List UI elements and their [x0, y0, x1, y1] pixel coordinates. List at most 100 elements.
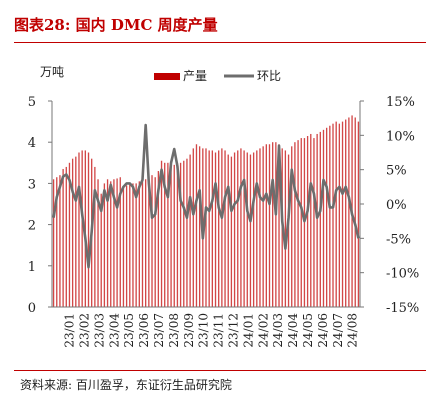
right-tick-label: 0% — [386, 198, 407, 213]
x-tick-label: 24/07 — [331, 313, 345, 348]
production-bar — [249, 154, 252, 307]
production-bar — [354, 117, 356, 307]
production-bar — [240, 148, 242, 307]
x-tick-label: 23/10 — [197, 313, 211, 348]
production-bar — [357, 121, 360, 307]
x-tick-label: 24/08 — [346, 313, 360, 348]
production-bar — [303, 138, 306, 307]
legend-line-label: 环比 — [257, 69, 281, 83]
x-tick-label: 24/06 — [316, 313, 330, 348]
left-tick-label: 5 — [28, 95, 36, 110]
left-axis-ticks: 0 1 2 3 4 5 — [28, 95, 52, 316]
right-tick-label: 5% — [386, 164, 407, 179]
production-bar — [335, 121, 337, 307]
production-bar — [294, 142, 296, 307]
production-bar — [208, 150, 210, 307]
production-bar — [145, 179, 147, 307]
production-bar — [59, 175, 61, 307]
production-bar — [218, 150, 220, 307]
x-tick-label: 24/02 — [256, 313, 270, 348]
legend-bar-swatch — [154, 73, 180, 80]
right-tick-label: 15% — [386, 95, 415, 110]
x-tick-label: 24/03 — [271, 313, 285, 348]
production-bar — [164, 162, 166, 307]
production-bar — [214, 152, 217, 307]
production-bar — [306, 136, 309, 307]
production-bar — [160, 160, 163, 307]
right-axis-ticks: -15% -10% -5% 0% 5% 10% 15% — [360, 95, 419, 316]
production-bar — [230, 156, 233, 307]
legend: 产量 环比 — [154, 69, 281, 83]
production-bar — [141, 181, 144, 307]
source-note: 资料来源: 百川盈孚，东证衍生品研究院 — [20, 378, 232, 392]
production-bar — [189, 154, 191, 307]
production-bar — [65, 166, 67, 307]
left-tick-label: 0 — [28, 301, 36, 316]
left-tick-label: 3 — [28, 177, 36, 192]
production-bar — [329, 125, 331, 307]
production-bar — [198, 146, 201, 307]
production-bar — [332, 123, 334, 307]
bar-series — [52, 115, 360, 307]
production-bar — [110, 181, 112, 307]
production-bar — [103, 183, 106, 307]
production-bar — [87, 152, 90, 307]
production-bar — [262, 146, 264, 307]
production-bar — [179, 162, 182, 307]
production-bar — [122, 187, 125, 307]
production-bar — [287, 154, 290, 307]
x-tick-label: 23/01 — [63, 313, 77, 348]
x-tick-label: 23/07 — [152, 313, 166, 348]
production-bar — [237, 150, 239, 307]
production-bar — [192, 148, 194, 307]
left-tick-label: 2 — [28, 219, 36, 234]
production-bar — [173, 164, 175, 307]
production-bar — [148, 179, 150, 307]
production-bar — [211, 150, 214, 307]
production-bar — [183, 160, 185, 307]
left-tick-label: 4 — [28, 136, 36, 151]
production-bar — [151, 175, 153, 307]
production-bar — [221, 148, 223, 307]
source-rule — [14, 370, 426, 371]
right-tick-label: -10% — [386, 267, 419, 282]
production-bar — [154, 177, 156, 307]
x-axis-ticks: 23/01 23/02 23/03 23/04 23/05 23/06 23/07 23/08… — [63, 313, 360, 348]
production-bar — [176, 162, 179, 307]
production-bar — [94, 166, 96, 307]
production-bar — [284, 150, 287, 307]
x-tick-label: 24/01 — [241, 313, 255, 348]
production-bar — [316, 133, 318, 307]
production-bar — [116, 178, 118, 307]
production-bar — [272, 142, 274, 307]
production-bar — [170, 162, 172, 307]
production-bar — [300, 138, 302, 307]
production-bar — [78, 152, 80, 307]
production-bar — [157, 171, 160, 307]
x-tick-label: 24/04 — [286, 313, 300, 348]
production-bar — [106, 179, 109, 307]
production-bar — [113, 179, 115, 307]
production-bar — [132, 183, 134, 307]
production-bar — [256, 150, 258, 307]
x-tick-label: 23/05 — [122, 313, 136, 348]
figure-title: 图表28: 国内 DMC 周度产量 — [14, 16, 218, 34]
x-tick-label: 23/02 — [78, 313, 92, 348]
x-tick-label: 23/09 — [182, 313, 196, 348]
right-tick-label: -5% — [386, 232, 411, 247]
production-bar — [75, 156, 77, 307]
left-axis-unit: 万吨 — [40, 65, 64, 79]
production-bar — [195, 144, 198, 307]
production-bar — [233, 152, 236, 307]
production-bar — [310, 133, 312, 307]
production-bar — [97, 179, 99, 307]
production-bar — [268, 144, 271, 307]
x-tick-label: 23/12 — [227, 313, 241, 348]
title-rule — [14, 42, 426, 43]
x-tick-label: 23/06 — [137, 313, 151, 348]
production-bar — [246, 152, 248, 307]
production-bar — [135, 183, 137, 307]
production-bar — [265, 144, 267, 307]
production-bar — [62, 168, 64, 307]
production-bar — [224, 150, 226, 307]
